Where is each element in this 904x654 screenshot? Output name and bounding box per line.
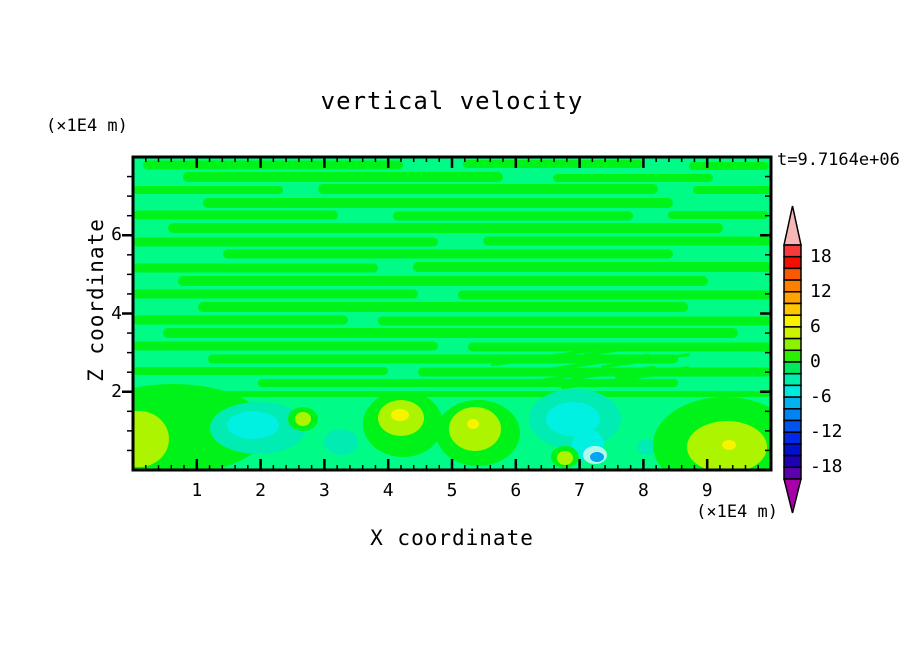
tick-label: 0 <box>810 351 821 372</box>
axes-frame <box>122 155 773 472</box>
tick-label: 4 <box>382 480 394 501</box>
time-annotation: t=9.7164e+06 <box>777 150 900 170</box>
tick-label: 18 <box>810 245 832 267</box>
tick-label: 1 <box>191 480 203 501</box>
colorbar-under-arrow <box>783 478 802 514</box>
tick-label: 8 <box>637 480 649 501</box>
tick-label: 7 <box>574 480 586 501</box>
tick-label: 3 <box>318 480 330 501</box>
z-axis-units: (×1E4 m) <box>46 116 128 136</box>
tick-label: 6 <box>810 315 821 337</box>
tick-label: 2 <box>255 480 267 501</box>
x-axis-units: (×1E4 m) <box>696 502 778 522</box>
plot-title: vertical velocity <box>320 87 584 115</box>
tick-label: 9 <box>701 480 713 501</box>
tick-label: -18 <box>810 456 843 478</box>
tick-label: 2 <box>111 380 122 402</box>
tick-label: 4 <box>111 302 122 324</box>
contour-field <box>133 157 771 470</box>
tick-label: 6 <box>111 224 122 246</box>
tick-label: 6 <box>510 480 522 501</box>
colorbar-over-arrow <box>783 205 802 246</box>
tick-label: -6 <box>810 386 832 408</box>
colorbar <box>783 205 802 514</box>
tick-label: 12 <box>810 280 832 302</box>
tick-label: -12 <box>810 421 843 443</box>
tick-label: 5 <box>446 480 458 501</box>
x-axis-label: X coordinate <box>370 526 534 550</box>
